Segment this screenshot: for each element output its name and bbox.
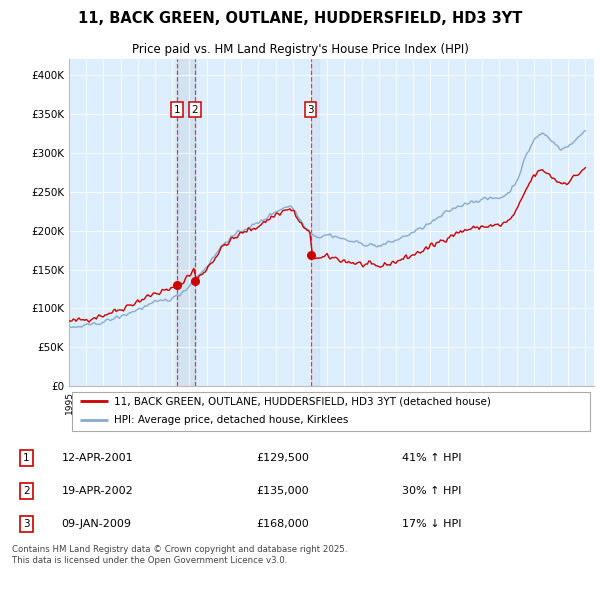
Text: 19-APR-2002: 19-APR-2002 [61,486,133,496]
Text: £129,500: £129,500 [256,453,310,463]
Text: 17% ↓ HPI: 17% ↓ HPI [402,519,461,529]
Text: 11, BACK GREEN, OUTLANE, HUDDERSFIELD, HD3 3YT: 11, BACK GREEN, OUTLANE, HUDDERSFIELD, H… [78,11,522,26]
Text: HPI: Average price, detached house, Kirklees: HPI: Average price, detached house, Kirk… [113,415,348,425]
Text: 2: 2 [191,104,198,114]
Text: 1: 1 [174,104,181,114]
Text: 3: 3 [23,519,30,529]
Text: 11, BACK GREEN, OUTLANE, HUDDERSFIELD, HD3 3YT (detached house): 11, BACK GREEN, OUTLANE, HUDDERSFIELD, H… [113,396,491,407]
Text: 41% ↑ HPI: 41% ↑ HPI [402,453,461,463]
Text: Contains HM Land Registry data © Crown copyright and database right 2025.
This d: Contains HM Land Registry data © Crown c… [12,545,347,565]
Text: £135,000: £135,000 [256,486,309,496]
Text: 2: 2 [23,486,30,496]
Text: 09-JAN-2009: 09-JAN-2009 [61,519,131,529]
FancyBboxPatch shape [71,392,590,431]
Bar [177,59,194,386]
Text: £168,000: £168,000 [256,519,309,529]
Text: Price paid vs. HM Land Registry's House Price Index (HPI): Price paid vs. HM Land Registry's House … [131,43,469,56]
Text: 12-APR-2001: 12-APR-2001 [61,453,133,463]
Text: 30% ↑ HPI: 30% ↑ HPI [402,486,461,496]
Text: 1: 1 [23,453,30,463]
Bar [311,59,319,386]
Text: 3: 3 [307,104,314,114]
